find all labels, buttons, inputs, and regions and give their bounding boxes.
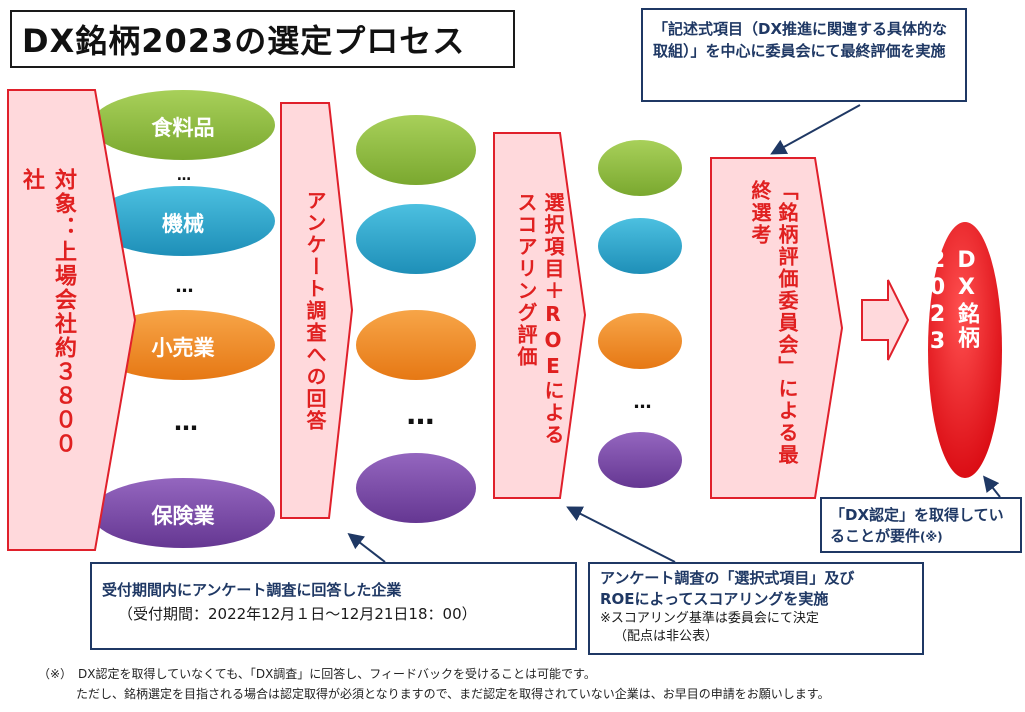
dots-col2: … bbox=[404, 398, 437, 431]
dots-col1-a: … bbox=[176, 168, 192, 184]
industry-label-food: 食料品 bbox=[151, 116, 215, 140]
scoring-arrow bbox=[493, 132, 587, 499]
dots-col1-c: … bbox=[172, 408, 200, 436]
note-top-text: 「記述式項目（DX推進に関連する具体的な取組）」を中心に委員会にて最終評価を実施 bbox=[653, 20, 948, 60]
pointer-scoring bbox=[566, 506, 676, 563]
survey-ellipse-orange bbox=[356, 310, 476, 380]
note-survey: 受付期間内にアンケート調査に回答した企業 （受付期間：2022年12月１日～12… bbox=[90, 562, 577, 650]
note-requirement-text: 「DX認定」を取得していることが要件 bbox=[830, 506, 1004, 545]
pointer-survey bbox=[347, 533, 386, 563]
note-scoring-line3: ※スコアリング基準は委員会にて決定 bbox=[600, 611, 819, 626]
result-label: DX銘柄2023 bbox=[925, 248, 979, 356]
page-title: DX銘柄2023の選定プロセス bbox=[22, 22, 466, 60]
scoring-ellipse-green bbox=[598, 140, 682, 196]
note-survey-line1: 受付期間内にアンケート調査に回答した企業 bbox=[102, 581, 402, 599]
survey-label: アンケート調査への回答 bbox=[303, 190, 327, 432]
note-survey-line2: （受付期間：2022年12月１日～12月21日18：00） bbox=[118, 605, 477, 623]
pointer-requirement bbox=[983, 475, 1001, 498]
note-scoring-line2: ROEによってスコアリングを実施 bbox=[600, 590, 829, 608]
dots-col3: … bbox=[632, 392, 653, 413]
pointer-top-note bbox=[770, 104, 861, 155]
industry-label-retail: 小売業 bbox=[151, 336, 215, 360]
result-ellipse bbox=[928, 222, 1002, 478]
industry-ellipse-insurance bbox=[91, 478, 275, 548]
note-top: 「記述式項目（DX推進に関連する具体的な取組）」を中心に委員会にて最終評価を実施 bbox=[641, 8, 967, 102]
note-scoring-line1: アンケート調査の「選択式項目」及び bbox=[600, 569, 855, 587]
footnote-line1: （※） DX認定を取得していなくても、「DX調査」に回答し、フィードバックを受け… bbox=[38, 667, 596, 681]
footnote: （※） DX認定を取得していなくても、「DX調査」に回答し、フィードバックを受け… bbox=[38, 664, 1018, 704]
scoring-ellipse-purple bbox=[598, 432, 682, 488]
note-scoring: アンケート調査の「選択式項目」及び ROEによってスコアリングを実施 ※スコアリ… bbox=[588, 562, 924, 655]
target-label: 対象：上場会社約３８００社 bbox=[19, 168, 76, 456]
survey-ellipse-green bbox=[356, 115, 476, 185]
note-requirement: 「DX認定」を取得していることが要件(※) bbox=[820, 497, 1022, 553]
committee-arrow bbox=[710, 157, 844, 499]
industry-ellipse-food bbox=[91, 90, 275, 160]
industry-label-insurance: 保険業 bbox=[151, 504, 215, 528]
scoring-ellipse-blue bbox=[598, 218, 682, 274]
scoring-ellipse-orange bbox=[598, 313, 682, 369]
survey-ellipse-purple bbox=[356, 453, 476, 523]
note-requirement-mark: (※) bbox=[920, 530, 943, 544]
survey-ellipse-blue bbox=[356, 204, 476, 274]
target-arrow bbox=[7, 89, 137, 551]
dots-col1-b: … bbox=[174, 276, 195, 297]
block-arrow bbox=[861, 279, 910, 361]
note-scoring-line4: （配点は非公表） bbox=[614, 629, 719, 644]
industry-ellipse-retail bbox=[91, 310, 275, 380]
survey-arrow bbox=[280, 102, 354, 519]
title-box: DX銘柄2023の選定プロセス bbox=[10, 10, 515, 68]
footnote-line2: ただし、銘柄選定を目指される場合は認定取得が必須となりますので、まだ認定を取得さ… bbox=[76, 687, 830, 701]
industry-ellipse-machinery bbox=[91, 186, 275, 256]
industry-label-machinery: 機械 bbox=[162, 212, 204, 236]
committee-label: 「銘柄評価委員会」による最終選考 bbox=[748, 180, 799, 466]
scoring-label: 選択項目＋ROEによるスコアリング評価 bbox=[514, 192, 565, 446]
